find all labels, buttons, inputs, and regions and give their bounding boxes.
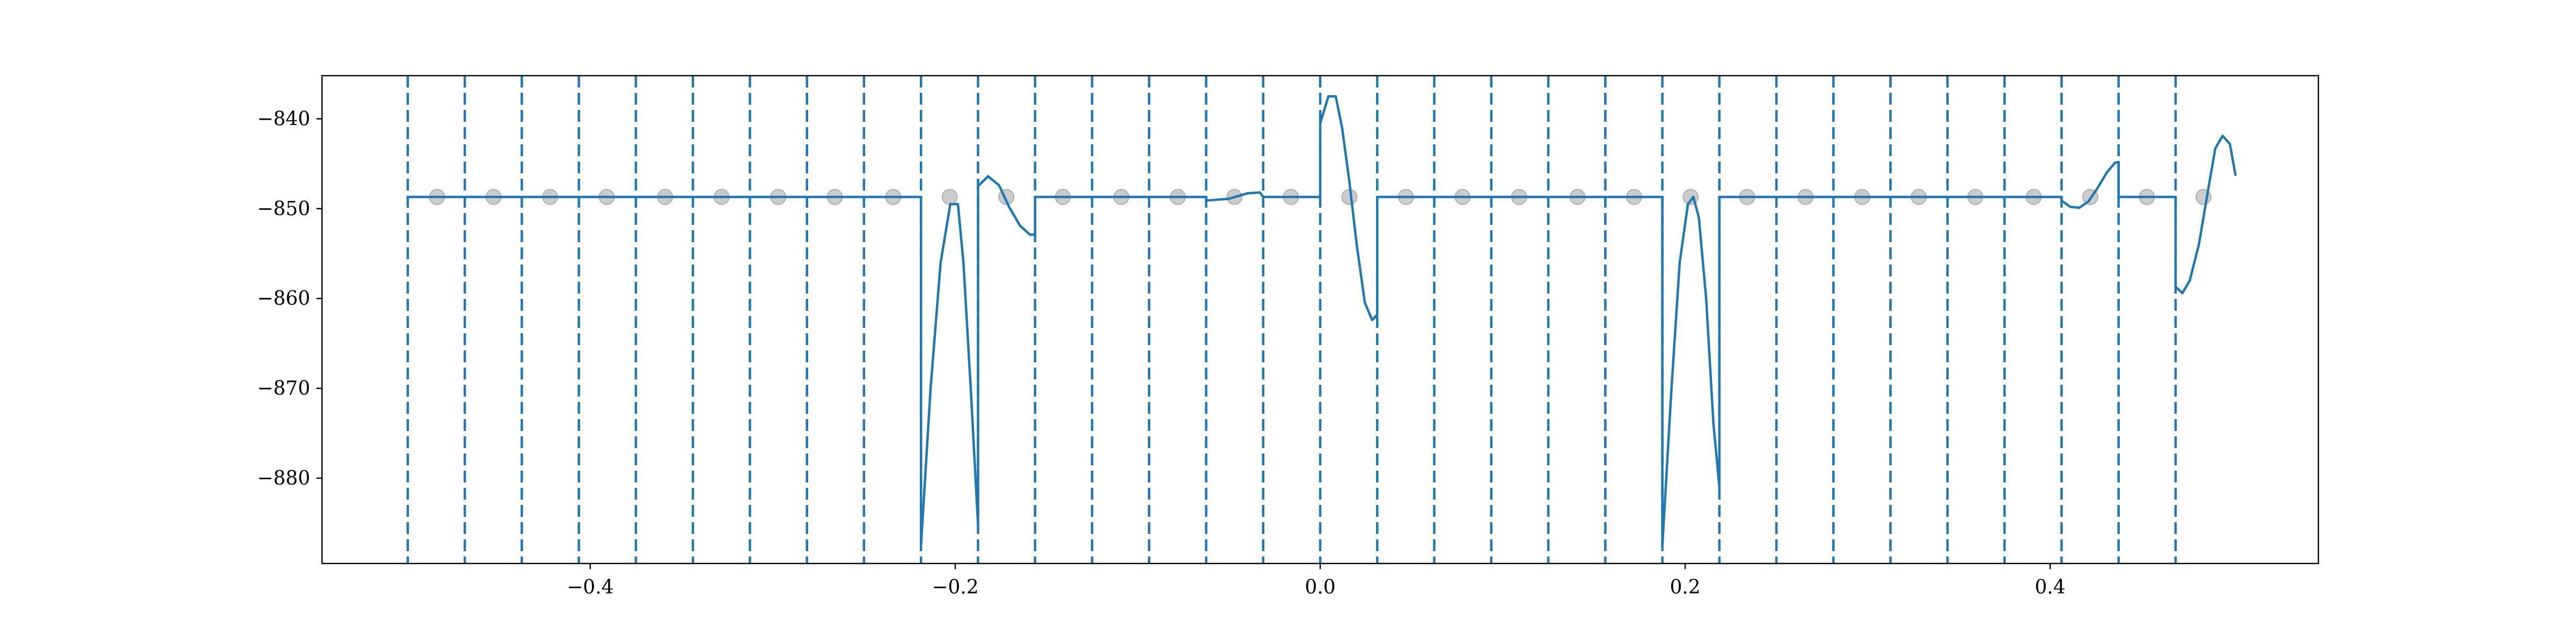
y-tick-label-4: −880 bbox=[257, 467, 310, 489]
y-axis-ticks: −840 −850 −860 −870 −880 bbox=[257, 108, 322, 489]
y-tick-label-3: −870 bbox=[257, 378, 310, 400]
y-tick-label-1: −850 bbox=[257, 198, 310, 220]
marker-point-9 bbox=[941, 188, 958, 205]
plot-frame bbox=[321, 75, 2319, 565]
data-series bbox=[406, 95, 2237, 547]
y-tick-label-0: −840 bbox=[257, 108, 310, 130]
x-tick-label-0: −0.4 bbox=[567, 576, 613, 598]
series-line-0 bbox=[406, 95, 2237, 547]
y-tick-label-2: −860 bbox=[257, 288, 310, 310]
segment-boundaries bbox=[406, 76, 2177, 564]
x-axis-ticks: −0.4 −0.2 0.0 0.2 0.4 bbox=[567, 564, 2066, 598]
x-tick-label-4: 0.4 bbox=[2035, 576, 2066, 598]
x-tick-label-1: −0.2 bbox=[932, 576, 978, 598]
x-tick-label-2: 0.0 bbox=[1305, 576, 1335, 598]
x-tick-label-3: 0.2 bbox=[1670, 576, 1700, 598]
